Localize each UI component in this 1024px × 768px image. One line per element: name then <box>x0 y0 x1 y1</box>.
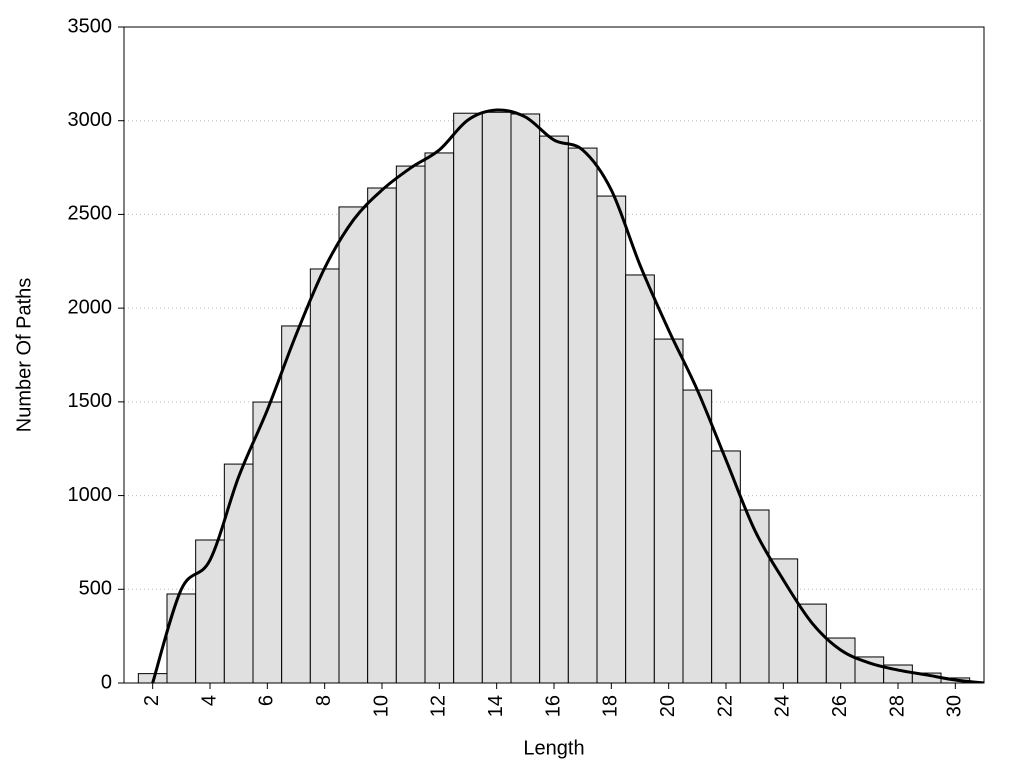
y-tick-label: 1500 <box>68 390 113 412</box>
x-tick-label: 26 <box>829 695 851 717</box>
x-tick-label: 28 <box>886 695 908 717</box>
x-tick-label: 20 <box>657 695 679 717</box>
bar <box>309 268 340 684</box>
bar <box>711 450 741 684</box>
x-tick-label: 14 <box>485 695 507 717</box>
bar <box>367 187 397 684</box>
y-tick-label: 0 <box>101 671 112 693</box>
y-tick-label: 3000 <box>68 109 113 131</box>
y-tick-label: 500 <box>79 578 112 600</box>
bar <box>625 274 655 684</box>
bar <box>252 401 283 684</box>
y-axis-label: Number Of Paths <box>13 278 35 433</box>
bar <box>539 135 569 684</box>
y-tick-label: 3500 <box>68 15 113 37</box>
bar <box>281 325 311 684</box>
plot-frame <box>123 26 985 684</box>
x-tick-label: 18 <box>600 695 622 717</box>
bar <box>453 112 483 684</box>
x-tick-label: 2 <box>141 695 163 706</box>
bar <box>739 509 770 684</box>
x-tick-label: 8 <box>313 695 335 706</box>
x-tick-label: 16 <box>542 695 564 717</box>
x-tick-label: 4 <box>198 695 220 706</box>
bar <box>223 463 254 684</box>
bar <box>653 338 684 684</box>
y-tick-label: 2500 <box>68 203 113 225</box>
curve <box>151 108 984 683</box>
bar <box>481 111 512 684</box>
bar <box>424 152 455 684</box>
bar <box>797 603 827 684</box>
bar <box>166 593 197 684</box>
y-tick-label: 1000 <box>68 484 113 506</box>
bar <box>567 147 598 684</box>
x-tick-label: 22 <box>714 695 736 717</box>
x-axis-label: Length <box>523 737 584 759</box>
bar <box>825 637 856 684</box>
bar <box>195 539 225 684</box>
x-tick-label: 10 <box>370 695 392 717</box>
bar <box>682 389 713 684</box>
x-tick-label: 6 <box>256 695 278 706</box>
bar <box>596 195 627 684</box>
bar <box>510 113 541 684</box>
bar <box>338 206 369 684</box>
y-tick-label: 2000 <box>68 296 113 318</box>
x-tick-label: 30 <box>944 695 966 717</box>
x-tick-label: 24 <box>772 695 794 717</box>
x-tick-label: 12 <box>428 695 450 717</box>
bar <box>395 165 426 684</box>
